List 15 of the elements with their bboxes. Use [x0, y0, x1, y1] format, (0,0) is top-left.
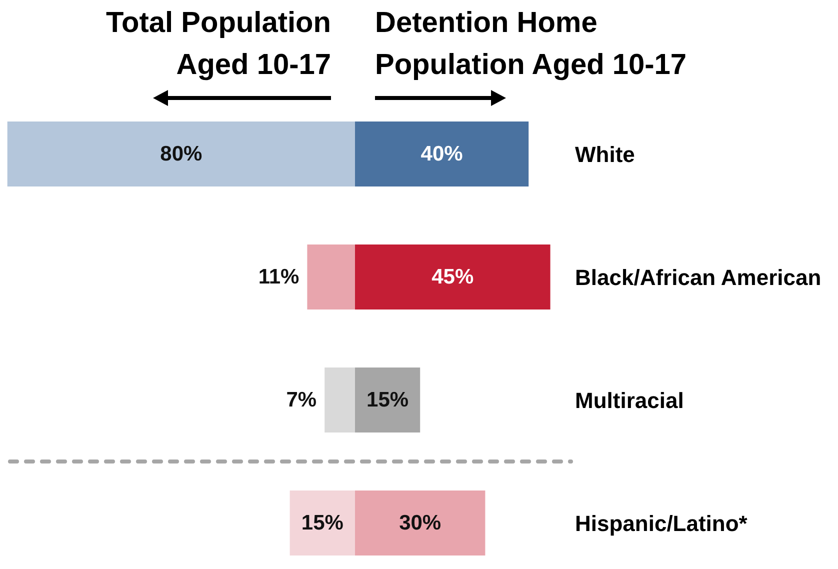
y-tick-label: White [575, 142, 635, 167]
data-label: 30% [399, 511, 442, 534]
text: Detention Home Population Aged 10-17 [375, 7, 687, 81]
bar [307, 244, 355, 310]
y-tick-label: Hispanic/Latino* [575, 510, 748, 536]
y-tick-label: Black/African American [575, 264, 822, 290]
annotation: Total Population Aged 10-17 [106, 7, 331, 81]
data-label: 11% [258, 265, 300, 288]
data-label: 80% [160, 142, 203, 166]
y-tick-label: Multiracial [575, 388, 684, 413]
data-label: 40% [420, 142, 464, 166]
data-label: 15% [366, 388, 409, 412]
data-label: 15% [301, 511, 344, 534]
data-label: 45% [432, 265, 474, 288]
data-label: 7% [286, 388, 317, 412]
